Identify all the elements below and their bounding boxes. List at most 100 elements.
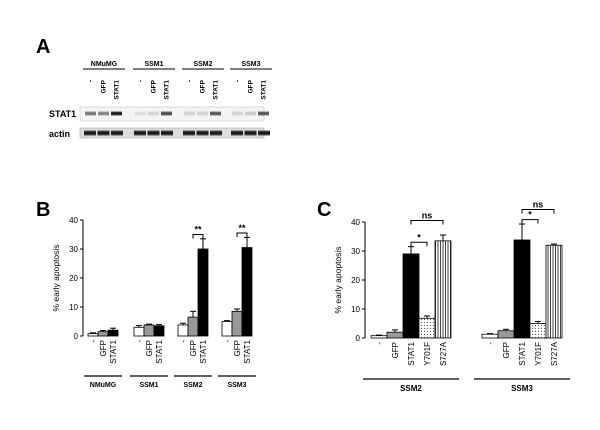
blot-group-label: SSM1 [144,61,163,68]
significance-label: ** [238,223,246,233]
bar [221,321,233,337]
chart-panel-c: C 0 10 20 30 40 % early apoptosis - GFP STAT1 Y701… [317,199,570,393]
bar [197,248,209,337]
bar [370,335,388,339]
stat1-band [85,111,96,116]
y-tick-label: 30 [69,245,78,254]
y-tick-label: 20 [69,274,78,283]
blot-lane-label: GFP [200,79,207,93]
bar [97,331,109,337]
actin-band [231,130,243,136]
actin-band [97,130,110,136]
blot-lane-label: - [187,80,194,82]
x-tick-label: - [179,340,188,343]
bar [386,331,404,339]
bar [153,325,165,337]
bar [107,329,119,337]
significance-bracket [410,241,428,247]
x-tick-label: S727A [439,341,448,366]
significance-label: ** [194,225,202,235]
bar [402,253,420,339]
stat1-band [258,111,269,116]
actin-band [161,130,173,136]
y-tick-label: 0 [74,332,79,341]
actin-band [258,130,270,136]
x-tick-label: Y701F [423,342,432,366]
x-tick-label: GFP [145,340,154,356]
actin-band [183,130,195,136]
blot-lane-label: STAT1 [213,80,220,100]
blot-lane-label: GFP [248,79,255,93]
x-tick-label: - [135,340,144,343]
x-tick-label: STAT1 [518,341,527,365]
actin-band [196,130,209,136]
stat1-band [148,111,159,116]
x-tick-label: - [223,340,232,343]
bar [418,317,436,339]
x-tick-label: STAT1 [109,339,118,363]
x-tick-label: STAT1 [199,339,208,363]
blot-lane-label: STAT1 [164,80,171,100]
bar [529,323,547,339]
y-tick-label: 10 [351,305,360,314]
x-tick-label: STAT1 [407,341,416,365]
blot-lane-label: - [138,80,145,82]
blot-lane-label: GFP [101,79,108,93]
blot-lane-label: GFP [151,79,158,93]
western-blot-panel: NMuMG - GFP STAT1 SSM1 - GFP STAT1 SSM2 - GFP STAT1… [49,61,272,139]
blot-group-label: NMuMG [91,61,118,68]
x-tick-label: GFP [189,340,198,356]
actin-band [84,130,96,136]
significance-bracket [236,232,248,238]
actin-band [147,130,160,136]
blot-lane-label: STAT1 [114,80,121,100]
x-tick-label: - [486,342,495,345]
bar [434,240,452,339]
bar [545,244,563,339]
blot-group-label: SSM2 [193,61,212,68]
y-tick-label: 40 [69,216,78,225]
stat1-band [245,111,256,116]
significance-bracket [521,219,539,224]
x-tick-label: STAT1 [243,339,252,363]
x-tick-label: GFP [233,340,242,356]
blot-row-label: STAT1 [49,109,76,119]
group-label: SSM3 [227,382,246,389]
significance-label: ns [533,200,544,210]
x-tick-label: GFP [99,340,108,356]
stat1-band [197,111,208,116]
bar [481,333,499,339]
y-tick-label: 30 [351,247,360,256]
y-tick-label: 0 [356,334,361,343]
bar [241,247,253,337]
group-label: NMuMG [90,382,117,389]
group-label: SSM3 [511,384,533,393]
stat1-band [184,111,195,116]
group-label: SSM2 [400,384,422,393]
significance-bracket [521,209,555,214]
bar [133,326,145,337]
panel-a-letter: A [36,36,51,58]
bar [143,324,155,337]
group-label: SSM1 [139,382,158,389]
actin-band [244,130,257,136]
bar [187,316,199,337]
blot-row-label: actin [49,129,70,139]
significance-label: ns [422,211,433,221]
x-tick-label: GFP [391,342,400,358]
significance-bracket [192,234,204,239]
bar [177,324,189,337]
significance-label: * [528,210,532,220]
y-tick-label: 10 [69,303,78,312]
x-tick-label: S727A [550,341,559,366]
x-tick-label: STAT1 [155,339,164,363]
bar [231,310,243,337]
stat1-band [98,111,109,116]
x-tick-label: - [89,340,98,343]
y-axis-label: % early apoptosis [51,244,61,311]
panel-letter: B [36,199,50,221]
bar [87,333,99,337]
x-tick-label: GFP [502,342,511,358]
panel-letter: C [317,199,331,221]
actin-band [111,130,123,136]
